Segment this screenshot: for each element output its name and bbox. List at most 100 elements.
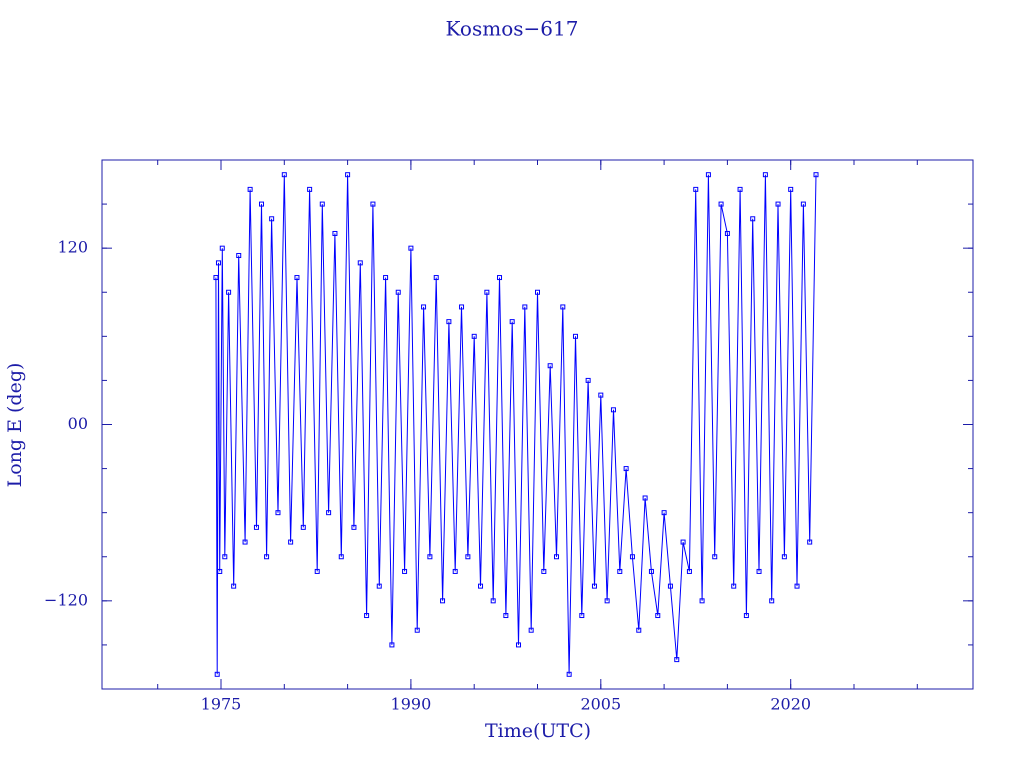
data-point (585, 377, 591, 383)
data-point (750, 216, 756, 222)
data-point (326, 510, 332, 516)
data-point (213, 275, 219, 281)
data-point (598, 392, 604, 398)
data-point (522, 304, 528, 310)
y-tick-label: 00 (68, 414, 88, 433)
data-point (433, 275, 439, 281)
data-point (370, 201, 376, 207)
data-point (629, 554, 635, 560)
data-point (281, 172, 287, 178)
x-tick-label: 2020 (770, 695, 811, 714)
data-point (215, 260, 221, 266)
data-point (731, 583, 737, 589)
data-point (516, 642, 522, 648)
data-point (247, 186, 253, 192)
data-point (604, 598, 610, 604)
data-point (242, 539, 248, 545)
data-point (655, 613, 661, 619)
data-point (314, 568, 320, 574)
data-point (214, 671, 220, 677)
data-point (389, 642, 395, 648)
data-point (446, 319, 452, 325)
data-point (642, 495, 648, 501)
data-point (421, 304, 427, 310)
data-point (332, 230, 338, 236)
data-point (490, 598, 496, 604)
data-point (509, 319, 515, 325)
data-point (623, 466, 629, 472)
y-tick-label: −120 (44, 590, 88, 609)
data-point (219, 245, 225, 251)
data-point (794, 583, 800, 589)
data-point (478, 583, 484, 589)
data-point (667, 583, 673, 589)
data-point (383, 275, 389, 281)
data-point (718, 201, 724, 207)
data-point (253, 524, 259, 530)
data-point (294, 275, 300, 281)
data-point (264, 554, 270, 560)
data-point (259, 201, 265, 207)
data-point (579, 613, 585, 619)
data-point (680, 539, 686, 545)
data-point (547, 363, 553, 369)
data-point (275, 510, 281, 516)
data-point (648, 568, 654, 574)
chart-title: Kosmos−617 (446, 17, 579, 41)
data-point (610, 407, 616, 413)
data-point (553, 554, 559, 560)
data-point (471, 333, 477, 339)
data-point (705, 172, 711, 178)
data-point (269, 216, 275, 222)
data-point (813, 172, 819, 178)
data-point (217, 568, 223, 574)
data-point (452, 568, 458, 574)
data-point (572, 333, 578, 339)
data-point (364, 613, 370, 619)
data-point (288, 539, 294, 545)
data-point (775, 201, 781, 207)
data-point (528, 627, 534, 633)
data-point (737, 186, 743, 192)
data-point (503, 613, 509, 619)
data-point (345, 172, 351, 178)
y-tick-label: 120 (57, 238, 88, 257)
data-point (408, 245, 414, 251)
x-tick-label: 2005 (580, 695, 621, 714)
data-point (319, 201, 325, 207)
data-point (788, 186, 794, 192)
data-point (756, 568, 762, 574)
data-point (566, 671, 572, 677)
data-point (338, 554, 344, 560)
data-point (465, 554, 471, 560)
data-point (743, 613, 749, 619)
data-point (807, 539, 813, 545)
data-point (699, 598, 705, 604)
data-line (215, 174, 817, 675)
data-point (427, 554, 433, 560)
data-point (712, 554, 718, 560)
data-point (395, 289, 401, 295)
data-point (769, 598, 775, 604)
plot-frame (101, 159, 974, 690)
data-point (440, 598, 446, 604)
data-point (560, 304, 566, 310)
data-point (236, 253, 242, 259)
data-point (459, 304, 465, 310)
data-point (800, 201, 806, 207)
data-point (617, 568, 623, 574)
data-point (661, 510, 667, 516)
x-axis-label: Time(UTC) (485, 720, 591, 742)
data-point (300, 524, 306, 530)
data-point (414, 627, 420, 633)
data-point (351, 524, 357, 530)
data-point (535, 289, 540, 295)
data-point (724, 230, 730, 236)
data-point (591, 583, 597, 589)
data-point (636, 627, 642, 633)
data-point (402, 568, 408, 574)
x-tick-label: 1990 (391, 695, 432, 714)
data-point (674, 657, 680, 663)
data-point (226, 289, 232, 295)
data-point (222, 554, 228, 560)
